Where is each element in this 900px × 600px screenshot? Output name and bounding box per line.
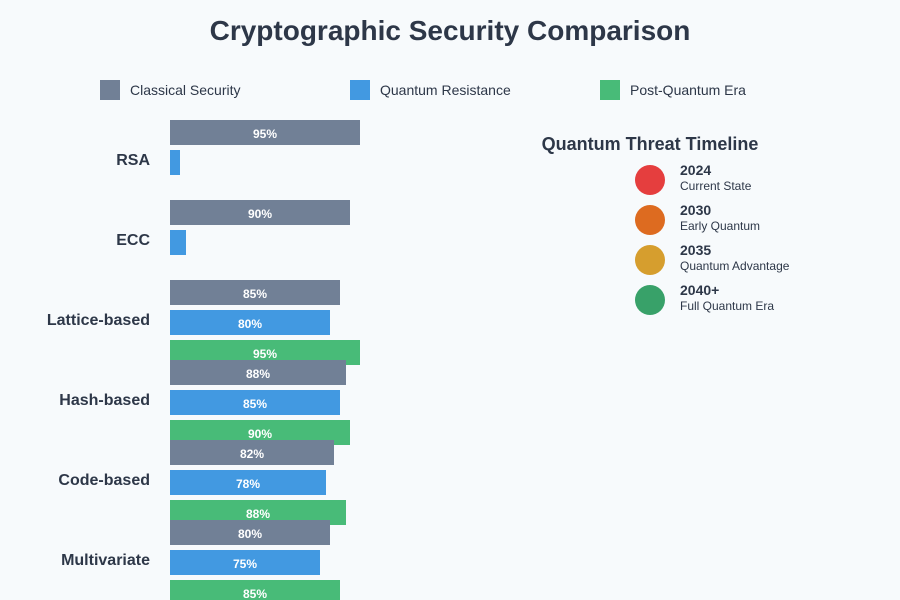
legend-label-post-quantum: Post-Quantum Era [630,82,746,98]
timeline-dot-icon [635,245,665,275]
bar-classical [170,280,340,305]
bar-group-code-based: Code-based 82% 78% 88% [58,440,346,525]
bar-value-label: 80% [238,527,262,541]
timeline-description: Full Quantum Era [680,299,774,313]
category-label: Multivariate [61,552,150,569]
timeline-item: 2040+Full Quantum Era [635,282,774,315]
legend-swatch-classical [100,80,120,100]
bar-quantum [170,310,330,335]
bar-value-label: 80% [238,317,262,331]
bar-value-label: 78% [236,477,260,491]
bar-group-hash-based: Hash-based 88% 85% 90% [59,360,350,445]
bar-value-label: 85% [243,587,267,600]
legend-item-classical: Classical Security [100,80,240,100]
legend-label-quantum: Quantum Resistance [380,82,511,98]
bar-value-label: 88% [246,367,270,381]
bar-classical [170,200,350,225]
bar-quantum [170,390,340,415]
bar-value-label: 82% [240,447,264,461]
legend-label-classical: Classical Security [130,82,240,98]
timeline-dot-icon [635,285,665,315]
bar-value-label: 90% [248,427,272,441]
timeline-description: Quantum Advantage [680,259,790,273]
legend-item-post-quantum: Post-Quantum Era [600,80,746,100]
timeline-year: 2030 [680,202,711,218]
bar-classical [170,520,330,545]
legend: Classical Security Quantum Resistance Po… [100,80,746,100]
category-label: ECC [116,232,150,249]
bar-quantum [170,150,180,175]
category-label: Lattice-based [47,312,150,329]
timeline-description: Early Quantum [680,219,760,233]
bar-classical [170,360,346,385]
bar-group-multivariate: Multivariate 80% 75% 85% [61,520,340,600]
timeline-year: 2035 [680,242,711,258]
bar-quantum [170,470,326,495]
bar-value-label: 95% [253,127,277,141]
bar-quantum [170,230,186,255]
legend-swatch-quantum [350,80,370,100]
chart-title: Cryptographic Security Comparison [210,15,691,46]
timeline-dot-icon [635,205,665,235]
bar-group-lattice-based: Lattice-based 85% 80% 95% [47,280,360,365]
category-label: Code-based [58,472,150,489]
legend-item-quantum: Quantum Resistance [350,80,511,100]
bar-post-quantum [170,580,340,600]
timeline-year: 2024 [680,162,711,178]
bar-groups: RSA95%ECC90%Lattice-based85%80%95%Hash-b… [47,120,360,600]
bar-quantum [170,550,320,575]
bar-value-label: 88% [246,507,270,521]
category-label: Hash-based [59,392,150,409]
bar-value-label: 85% [243,287,267,301]
bar-group-ecc: ECC 90% [116,200,350,255]
timeline-year: 2040+ [680,282,719,298]
bar-value-label: 90% [248,207,272,221]
bar-classical [170,120,360,145]
bar-group-rsa: RSA 95% [116,120,360,175]
timeline-dot-icon [635,165,665,195]
timeline-description: Current State [680,179,752,193]
bar-value-label: 85% [243,397,267,411]
bar-classical [170,440,334,465]
bar-value-label: 95% [253,347,277,361]
bar-value-label: 75% [233,557,257,571]
category-label: RSA [116,152,150,169]
legend-swatch-post-quantum [600,80,620,100]
timeline-title: Quantum Threat Timeline [542,134,759,154]
